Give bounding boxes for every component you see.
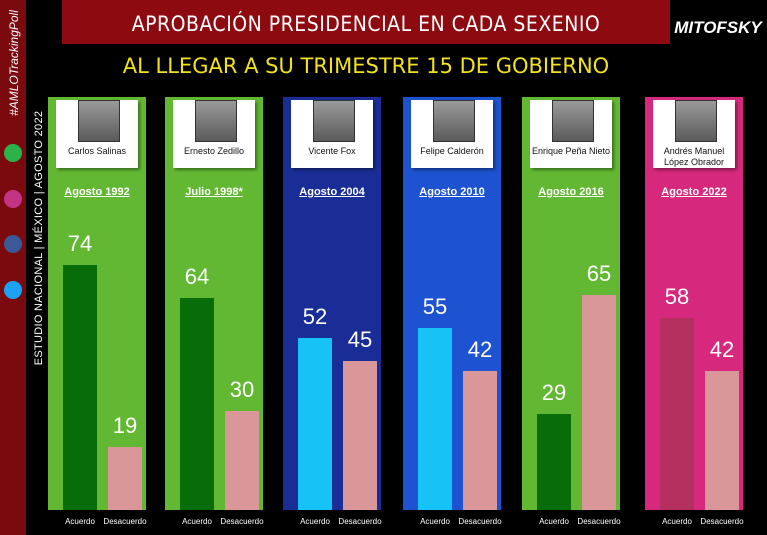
date: Agosto 2022 bbox=[661, 186, 727, 198]
president-name: Carlos Salinas bbox=[67, 146, 127, 156]
name-card: Vicente Fox bbox=[291, 100, 373, 168]
bar bbox=[63, 265, 97, 510]
name-card: Carlos Salinas bbox=[56, 100, 138, 168]
series-label: Acuerdo bbox=[182, 517, 212, 526]
president-name: Vicente Fox bbox=[308, 146, 356, 156]
date: Agosto 2010 bbox=[419, 186, 485, 198]
president-name: Andrés Manuel López Obrador bbox=[663, 146, 725, 167]
series-label: Acuerdo bbox=[300, 517, 330, 526]
bar bbox=[463, 370, 497, 510]
series-label: Desacuerdo bbox=[458, 517, 502, 526]
whatsapp-icon[interactable] bbox=[4, 144, 22, 162]
name-card: Ernesto Zedillo bbox=[173, 100, 255, 168]
date: Julio 1998* bbox=[185, 186, 243, 198]
bar bbox=[108, 447, 142, 510]
series-label: Desacuerdo bbox=[700, 517, 744, 526]
brand: MITOFSKY bbox=[674, 18, 762, 37]
title: APROBACIÓN PRESIDENCIAL EN CADA SEXENIO bbox=[131, 12, 601, 36]
value-label: 65 bbox=[586, 260, 612, 286]
bar bbox=[537, 414, 571, 510]
series-label: Desacuerdo bbox=[338, 517, 382, 526]
president-name: Ernesto Zedillo bbox=[183, 146, 245, 156]
facebook-icon[interactable] bbox=[4, 235, 22, 253]
bar bbox=[225, 410, 259, 510]
hashtag: #AMLOTrackingPoll bbox=[7, 10, 21, 116]
header-bar bbox=[62, 0, 670, 44]
value-label: 19 bbox=[112, 413, 138, 439]
value-label: 55 bbox=[422, 293, 448, 319]
series-label: Acuerdo bbox=[65, 517, 95, 526]
photo bbox=[433, 100, 475, 142]
value-label: 45 bbox=[347, 327, 373, 353]
instagram-icon[interactable] bbox=[4, 190, 22, 208]
date: Agosto 1992 bbox=[64, 186, 130, 198]
date: Agosto 2016 bbox=[538, 186, 604, 198]
value-label: 58 bbox=[664, 284, 690, 310]
bar bbox=[418, 327, 452, 510]
name-card: Andrés Manuel López Obrador bbox=[653, 100, 735, 168]
photo bbox=[313, 100, 355, 142]
series-label: Desacuerdo bbox=[577, 517, 621, 526]
bar bbox=[298, 337, 332, 510]
bar bbox=[705, 370, 739, 510]
series-label: Acuerdo bbox=[420, 517, 450, 526]
bar bbox=[660, 318, 694, 510]
series-label: Acuerdo bbox=[662, 517, 692, 526]
value-label: 29 bbox=[541, 380, 567, 405]
bar bbox=[180, 298, 214, 510]
value-label: 42 bbox=[467, 336, 493, 362]
subtitle: AL LLEGAR A SU TRIMESTRE 15 DE GOBIERNO bbox=[122, 54, 610, 78]
bar bbox=[582, 294, 616, 510]
value-label: 64 bbox=[184, 264, 210, 290]
photo bbox=[675, 100, 717, 142]
photo bbox=[195, 100, 237, 142]
value-label: 30 bbox=[229, 376, 255, 402]
value-label: 74 bbox=[67, 231, 93, 257]
value-label: 42 bbox=[709, 336, 735, 362]
name-card: Enrique Peña Nieto bbox=[530, 100, 612, 168]
date: Agosto 2004 bbox=[299, 186, 365, 198]
name-card: Felipe Calderón bbox=[411, 100, 493, 168]
president-name: Felipe Calderón bbox=[420, 146, 484, 156]
twitter-icon[interactable] bbox=[4, 281, 22, 299]
series-label: Acuerdo bbox=[539, 517, 569, 526]
series-label: Desacuerdo bbox=[220, 517, 264, 526]
series-label: Desacuerdo bbox=[103, 517, 147, 526]
study-note: ESTUDIO NACIONAL | MÉXICO | AGOSTO 2022 bbox=[33, 110, 45, 366]
sidebar bbox=[0, 0, 26, 535]
photo bbox=[552, 100, 594, 142]
president-name: Enrique Peña Nieto bbox=[531, 146, 611, 156]
photo bbox=[78, 100, 120, 142]
bar bbox=[343, 361, 377, 510]
value-label: 52 bbox=[302, 303, 328, 329]
